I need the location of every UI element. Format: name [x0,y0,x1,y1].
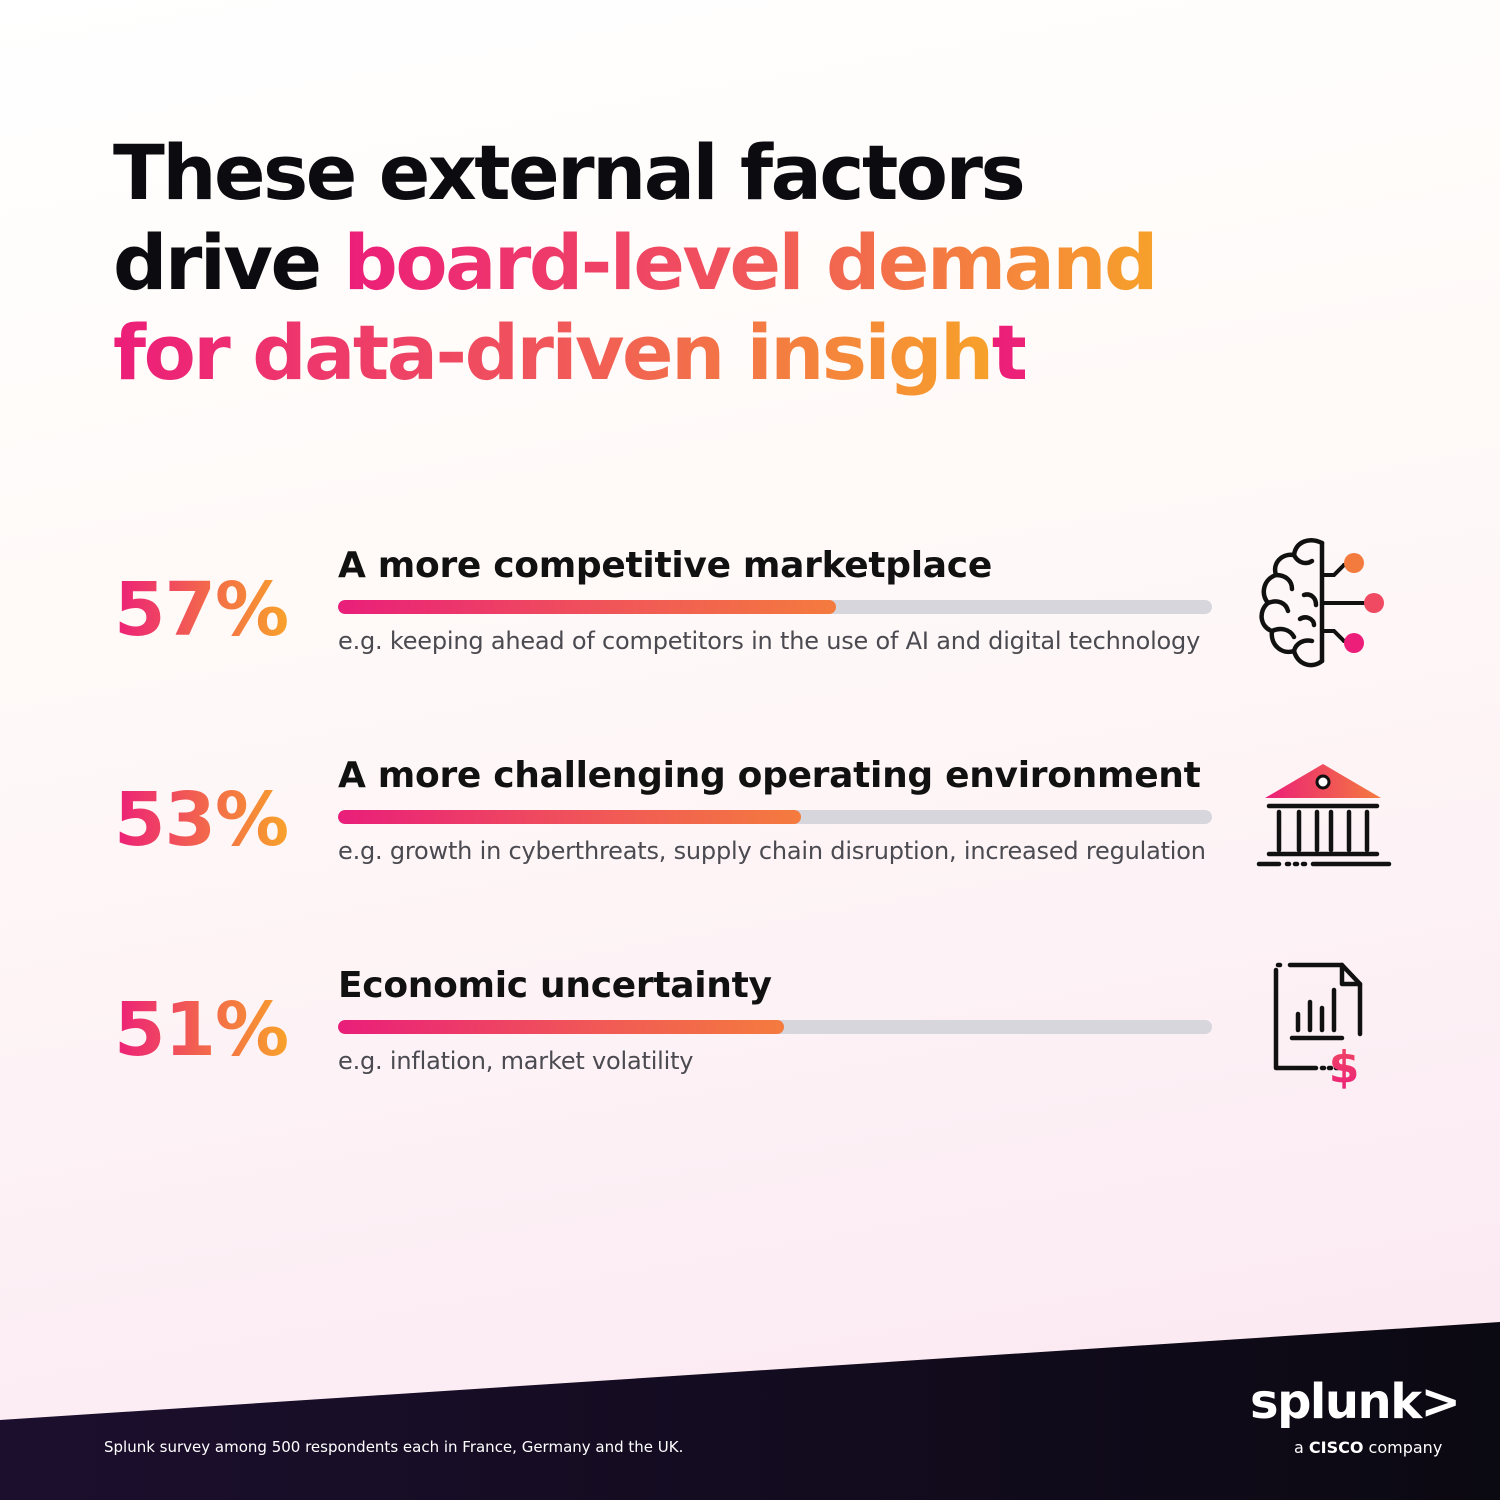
bar [338,810,802,824]
splunk-logo: splunk> [1250,1374,1461,1430]
bar-value-label: 57% [114,567,289,653]
category-description: e.g. keeping ahead of competitors in the… [338,627,1201,655]
cisco-wordmark: CISCO [1308,1438,1364,1457]
bar-track [338,1020,1212,1034]
factor-row-1: 57% A more competitive marketplace e.g. … [0,545,1500,705]
bar-track [338,600,1212,614]
headline-line-3-highlight: for data-driven insight [113,308,1028,397]
svg-text:$: $ [1329,1042,1360,1090]
category-description: e.g. growth in cyberthreats, supply chai… [338,837,1206,865]
headline-line-2-plain: drive [113,218,344,307]
headline: These external factors drive board-level… [113,128,1393,398]
category-label: A more competitive marketplace [338,545,992,586]
headline-line-1: These external factors [113,128,1026,217]
bar-value-label: 53% [114,777,289,863]
category-label: A more challenging operating environment [338,755,1201,796]
factor-row-3: 51% Economic uncertainty e.g. inflation,… [0,965,1500,1125]
headline-line-2: drive board-level demand [113,218,1393,308]
logo-tagline-suffix: company [1363,1438,1443,1457]
category-label: Economic uncertainty [338,965,772,1006]
brain-network-icon [1259,538,1384,668]
bar-track [338,810,1212,824]
bar [338,600,837,614]
factor-row-2: 53% A more challenging operating environ… [0,755,1500,915]
bar [338,1020,784,1034]
financial-report-icon: $ [1273,962,1363,1090]
source-note: Splunk survey among 500 respondents each… [104,1438,684,1456]
bar-value-label: 51% [114,987,289,1073]
category-description: e.g. inflation, market volatility [338,1047,694,1075]
headline-line-2-highlight: board-level demand [343,218,1158,307]
government-building-icon [1256,764,1392,867]
logo-tagline: a CISCO company [1294,1438,1442,1457]
headline-line-3: for data-driven insight [113,308,1393,398]
logo-tagline-prefix: a [1294,1438,1309,1457]
